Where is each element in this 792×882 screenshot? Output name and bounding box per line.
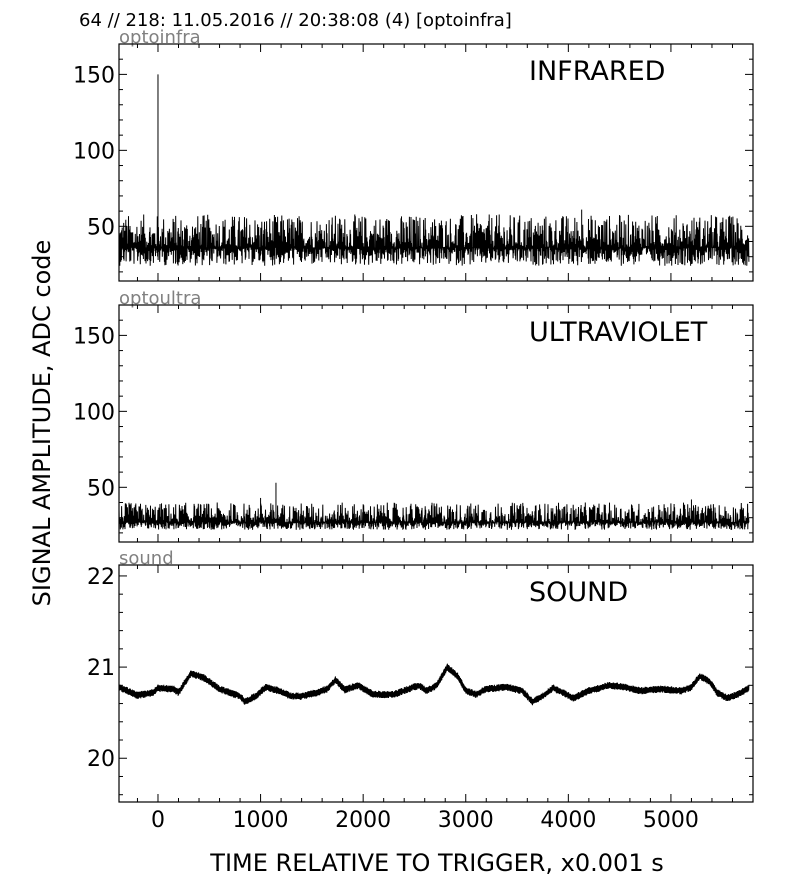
plot-frame: [118, 564, 754, 803]
y-tick-label: 50: [87, 215, 115, 240]
panel-title: ULTRAVIOLET: [529, 317, 708, 348]
y-tick-label: 100: [73, 400, 115, 425]
panel-tag: optoinfra: [119, 27, 201, 48]
y-tick-label: 20: [87, 747, 115, 772]
x-axis-label: TIME RELATIVE TO TRIGGER, x0.001 s: [209, 849, 663, 877]
panel-tag: optoultra: [119, 288, 201, 309]
panel-optoultra: optoultra ULTRAVIOLET 50 100 150: [73, 288, 754, 543]
y-tick-label: 22: [87, 565, 115, 590]
y-axis-label: SIGNAL AMPLITUDE, ADC code: [28, 240, 56, 607]
x-tick-label: 0: [151, 808, 165, 833]
x-tick-label: 4000: [540, 808, 596, 833]
plot-frame: [118, 43, 754, 282]
series-trace: [118, 214, 750, 266]
y-tick-label: 21: [87, 656, 115, 681]
x-tick-label: 5000: [643, 808, 699, 833]
series-trace: [118, 663, 750, 706]
panel-sound: sound SOUND 0 1000 2000 3000 4000 5000 20 21 22: [87, 548, 754, 833]
panel-tag: sound: [119, 548, 174, 569]
y-tick-label: 150: [73, 63, 115, 88]
y-tick-label: 100: [73, 139, 115, 164]
y-tick-label: 50: [87, 476, 115, 501]
x-tick-label: 1000: [233, 808, 289, 833]
panel-title: INFRARED: [529, 56, 665, 87]
panel-optoinfra: optoinfra INFRARED 50 100 150: [73, 27, 754, 282]
x-tick-label: 3000: [438, 808, 494, 833]
plot-frame: [118, 304, 754, 543]
series-trace: [118, 502, 750, 530]
x-tick-label: 2000: [335, 808, 391, 833]
header-text: 64 // 218: 11.05.2016 // 20:38:08 (4) [o…: [79, 10, 512, 31]
y-tick-label: 150: [73, 324, 115, 349]
panel-title: SOUND: [529, 577, 628, 608]
